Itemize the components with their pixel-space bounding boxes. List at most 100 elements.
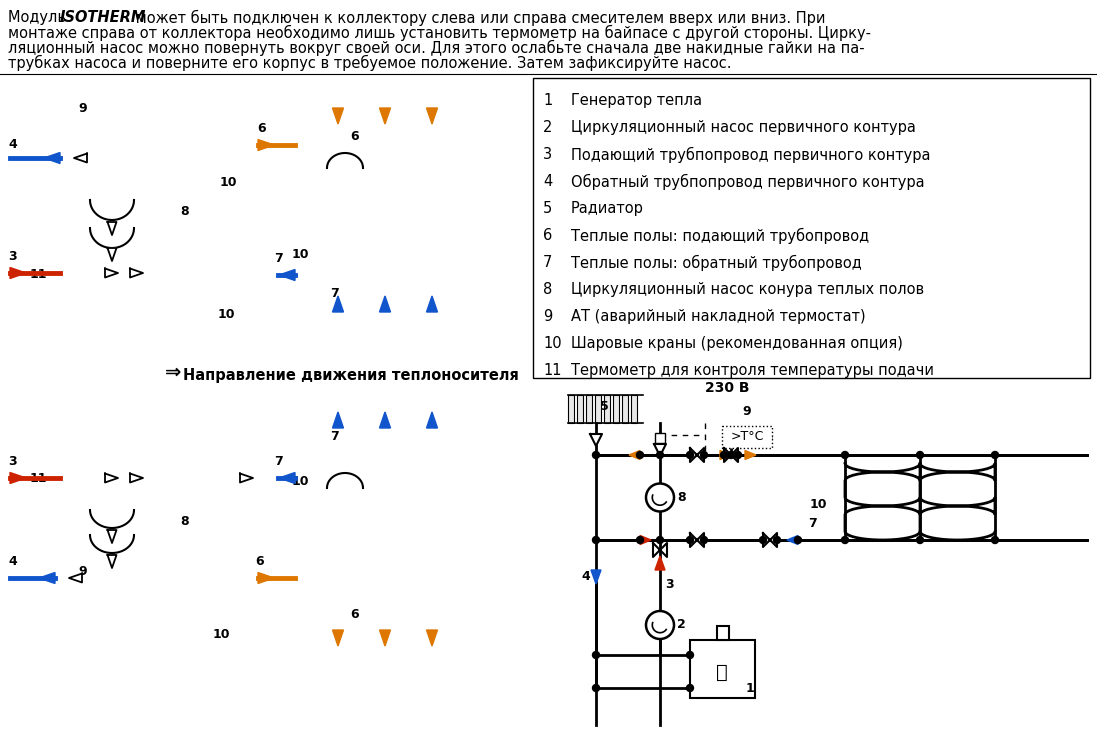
- Text: Шаровые краны (рекомендованная опция): Шаровые краны (рекомендованная опция): [572, 336, 903, 351]
- Circle shape: [592, 651, 599, 659]
- Polygon shape: [655, 556, 665, 570]
- Circle shape: [916, 537, 924, 544]
- Text: 4: 4: [8, 555, 16, 568]
- Polygon shape: [720, 450, 731, 460]
- Circle shape: [701, 537, 708, 544]
- Text: Подающий трубпопровод первичного контура: Подающий трубпопровод первичного контура: [572, 147, 930, 163]
- Text: 11: 11: [543, 363, 562, 378]
- Circle shape: [735, 452, 742, 458]
- Text: Теплые полы: подающий трубопровод: Теплые полы: подающий трубопровод: [572, 228, 869, 244]
- Polygon shape: [640, 536, 651, 545]
- Circle shape: [794, 537, 802, 544]
- Text: 8: 8: [180, 205, 189, 218]
- FancyBboxPatch shape: [655, 433, 665, 443]
- FancyBboxPatch shape: [533, 78, 1090, 378]
- Polygon shape: [279, 270, 295, 281]
- Circle shape: [592, 684, 599, 692]
- Text: 8: 8: [543, 282, 552, 297]
- Polygon shape: [279, 472, 295, 483]
- Text: Циркуляционный насос конура теплых полов: Циркуляционный насос конура теплых полов: [572, 282, 924, 297]
- Polygon shape: [764, 533, 777, 547]
- FancyBboxPatch shape: [568, 395, 574, 423]
- Polygon shape: [787, 536, 798, 545]
- Circle shape: [646, 483, 674, 512]
- FancyBboxPatch shape: [595, 395, 601, 423]
- Text: 6: 6: [350, 130, 359, 143]
- Text: 9: 9: [543, 309, 552, 324]
- Polygon shape: [332, 108, 343, 124]
- Polygon shape: [724, 448, 738, 462]
- Text: 230 В: 230 В: [705, 381, 749, 395]
- Polygon shape: [690, 448, 704, 462]
- Text: монтаже справа от коллектора необходимо лишь установить термометр на байпасе с д: монтаже справа от коллектора необходимо …: [8, 25, 871, 41]
- Polygon shape: [105, 268, 118, 278]
- Circle shape: [727, 452, 735, 458]
- Text: 🔥: 🔥: [716, 662, 728, 681]
- Polygon shape: [44, 153, 60, 164]
- Polygon shape: [108, 555, 116, 568]
- Text: 10: 10: [218, 308, 236, 321]
- FancyBboxPatch shape: [722, 426, 772, 448]
- Text: 1: 1: [746, 682, 755, 695]
- Polygon shape: [69, 574, 82, 583]
- FancyBboxPatch shape: [631, 395, 637, 423]
- Text: АТ (аварийный накладной термостат): АТ (аварийный накладной термостат): [572, 309, 866, 324]
- Polygon shape: [380, 412, 391, 428]
- Polygon shape: [690, 533, 704, 547]
- Text: 10: 10: [213, 628, 230, 641]
- FancyBboxPatch shape: [622, 395, 627, 423]
- Polygon shape: [10, 268, 26, 279]
- Text: 10: 10: [543, 336, 562, 351]
- Polygon shape: [105, 474, 118, 482]
- Text: 6: 6: [760, 432, 769, 445]
- FancyBboxPatch shape: [717, 626, 730, 640]
- Text: 2: 2: [677, 618, 686, 632]
- Polygon shape: [629, 450, 640, 460]
- Polygon shape: [258, 140, 274, 151]
- Text: 9: 9: [743, 405, 751, 418]
- Circle shape: [687, 537, 693, 544]
- Text: 7: 7: [330, 287, 339, 300]
- Text: ⇒: ⇒: [165, 363, 181, 382]
- Polygon shape: [745, 450, 756, 460]
- Text: может быть подключен к коллектору слева или справа смесителем вверх или вниз. Пр: может быть подключен к коллектору слева …: [131, 10, 826, 26]
- Circle shape: [656, 537, 664, 544]
- Text: 11: 11: [30, 268, 47, 281]
- Polygon shape: [380, 108, 391, 124]
- Text: 11: 11: [30, 472, 47, 485]
- Polygon shape: [10, 472, 26, 483]
- Circle shape: [701, 452, 708, 458]
- Circle shape: [992, 452, 998, 458]
- Text: Направление движения теплоносителя: Направление движения теплоносителя: [183, 368, 519, 383]
- FancyBboxPatch shape: [690, 640, 755, 698]
- Circle shape: [992, 537, 998, 544]
- FancyBboxPatch shape: [577, 395, 583, 423]
- Text: трубках насоса и поверните его корпус в требуемое положение. Затем зафиксируйте : трубках насоса и поверните его корпус в …: [8, 55, 732, 71]
- Text: 3: 3: [8, 250, 16, 263]
- Circle shape: [636, 452, 644, 458]
- Circle shape: [687, 651, 693, 659]
- Text: 3: 3: [665, 578, 674, 591]
- Text: 3: 3: [8, 455, 16, 468]
- Polygon shape: [131, 474, 143, 482]
- Polygon shape: [427, 412, 438, 428]
- Polygon shape: [240, 474, 253, 482]
- Text: 5: 5: [600, 401, 609, 414]
- Text: Обратный трубпопровод первичного контура: Обратный трубпопровод первичного контура: [572, 174, 925, 190]
- Text: 6: 6: [255, 555, 263, 568]
- Circle shape: [687, 684, 693, 692]
- Circle shape: [841, 452, 848, 458]
- Text: 4: 4: [543, 174, 552, 189]
- Text: 7: 7: [274, 455, 283, 468]
- Polygon shape: [427, 630, 438, 646]
- Text: 7: 7: [274, 252, 283, 265]
- Text: 3: 3: [543, 147, 552, 162]
- Polygon shape: [73, 154, 87, 162]
- Text: 9: 9: [78, 565, 87, 578]
- Text: 4: 4: [581, 570, 590, 583]
- Text: 1: 1: [543, 93, 552, 108]
- Text: 9: 9: [78, 102, 87, 115]
- Text: 6: 6: [257, 122, 265, 135]
- Text: 7: 7: [330, 430, 339, 443]
- Circle shape: [759, 537, 767, 544]
